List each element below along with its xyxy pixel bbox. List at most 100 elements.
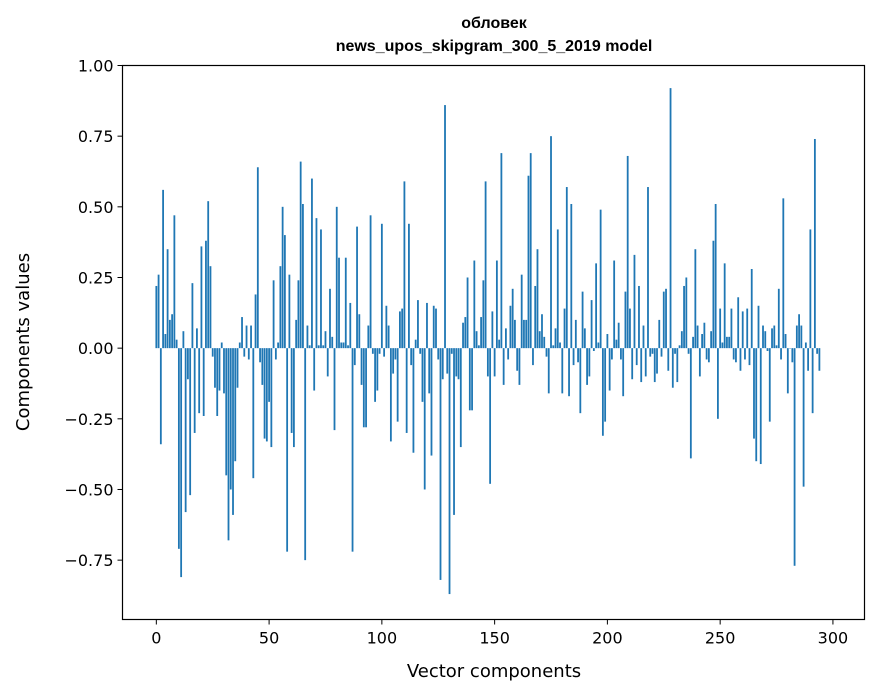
bar-40 xyxy=(245,325,248,349)
bar-76 xyxy=(326,348,329,377)
bar-140 xyxy=(471,348,473,411)
bar-192 xyxy=(588,348,591,377)
bar-137 xyxy=(464,317,467,349)
bar-167 xyxy=(532,348,534,366)
bar-221 xyxy=(653,348,656,383)
bar-131 xyxy=(450,348,453,354)
bar-204 xyxy=(615,339,618,349)
bar-259 xyxy=(739,348,742,371)
bar-3 xyxy=(162,189,164,349)
bar-200 xyxy=(606,334,609,349)
bar-164 xyxy=(525,319,528,349)
bar-32 xyxy=(227,348,230,541)
bar-16 xyxy=(191,283,194,349)
bar-176 xyxy=(552,345,555,349)
bar-273 xyxy=(771,328,773,349)
bar-217 xyxy=(644,348,647,377)
bar-290 xyxy=(809,229,812,349)
bar-109 xyxy=(401,308,404,349)
bar-64 xyxy=(299,161,302,349)
bar-179 xyxy=(559,342,561,349)
bar-271 xyxy=(766,348,769,351)
bar-264 xyxy=(750,269,753,349)
bar-44 xyxy=(254,294,257,349)
bar-177 xyxy=(554,328,557,349)
bar-181 xyxy=(563,308,566,349)
bar-169 xyxy=(536,249,539,349)
bar-58 xyxy=(286,348,289,552)
bar-162 xyxy=(520,274,523,349)
bar-11 xyxy=(180,348,183,578)
bar-103 xyxy=(387,325,390,349)
bar-274 xyxy=(773,325,776,349)
bar-141 xyxy=(473,260,476,349)
bar-57 xyxy=(283,235,286,349)
bar-81 xyxy=(338,257,340,349)
bar-208 xyxy=(624,291,627,349)
bar-168 xyxy=(534,285,537,349)
bar-82 xyxy=(340,342,343,349)
bar-83 xyxy=(342,342,345,349)
bar-13 xyxy=(184,348,187,513)
bar-123 xyxy=(432,305,435,349)
bar-72 xyxy=(317,345,320,349)
bar-86 xyxy=(349,302,352,349)
bar-253 xyxy=(726,336,728,349)
bar-172 xyxy=(543,336,546,349)
bar-289 xyxy=(807,348,810,371)
bar-108 xyxy=(399,311,401,349)
bar-62 xyxy=(295,319,298,349)
bar-102 xyxy=(385,305,388,349)
bar-148 xyxy=(489,348,492,484)
bar-92 xyxy=(362,348,365,428)
bar-238 xyxy=(692,336,694,349)
bar-249 xyxy=(717,348,719,419)
bar-91 xyxy=(360,348,363,385)
x-tick-label: 250 xyxy=(705,629,736,648)
bar-283 xyxy=(793,348,796,566)
bar-30 xyxy=(223,348,225,394)
bar-34 xyxy=(232,348,234,515)
y-tick-label: 0.00 xyxy=(78,339,114,358)
x-tick-label: 200 xyxy=(592,629,623,648)
bar-155 xyxy=(505,328,507,349)
bar-124 xyxy=(435,308,437,349)
bar-26 xyxy=(214,348,216,388)
bar-15 xyxy=(189,348,192,496)
bar-24 xyxy=(209,266,212,349)
bar-104 xyxy=(389,348,392,442)
bar-93 xyxy=(365,348,367,428)
bar-41 xyxy=(247,348,250,360)
bar-46 xyxy=(259,348,261,363)
bar-68 xyxy=(308,345,311,349)
bar-36 xyxy=(236,348,239,388)
bar-156 xyxy=(507,348,510,360)
bar-275 xyxy=(775,345,778,349)
bar-142 xyxy=(475,331,478,349)
bar-112 xyxy=(408,223,410,349)
bar-114 xyxy=(412,348,415,453)
bar-79 xyxy=(333,348,336,431)
bar-278 xyxy=(782,198,785,349)
bar-250 xyxy=(719,308,722,349)
bar-18 xyxy=(196,328,198,349)
bar-138 xyxy=(466,277,469,349)
bar-130 xyxy=(448,348,451,595)
bar-115 xyxy=(414,339,417,349)
bar-261 xyxy=(744,348,746,360)
bar-225 xyxy=(662,291,665,349)
bar-216 xyxy=(642,325,645,349)
bar-235 xyxy=(685,277,688,349)
bar-53 xyxy=(274,348,277,360)
bar-251 xyxy=(721,342,724,349)
bar-175 xyxy=(550,136,552,349)
bar-78 xyxy=(331,336,334,349)
bar-191 xyxy=(586,348,588,385)
bar-268 xyxy=(759,348,762,465)
bar-195 xyxy=(595,263,598,349)
x-tick-label: 50 xyxy=(259,629,279,648)
bar-47 xyxy=(261,348,264,385)
bar-145 xyxy=(482,280,485,349)
bar-66 xyxy=(304,348,307,561)
bar-171 xyxy=(541,314,543,349)
